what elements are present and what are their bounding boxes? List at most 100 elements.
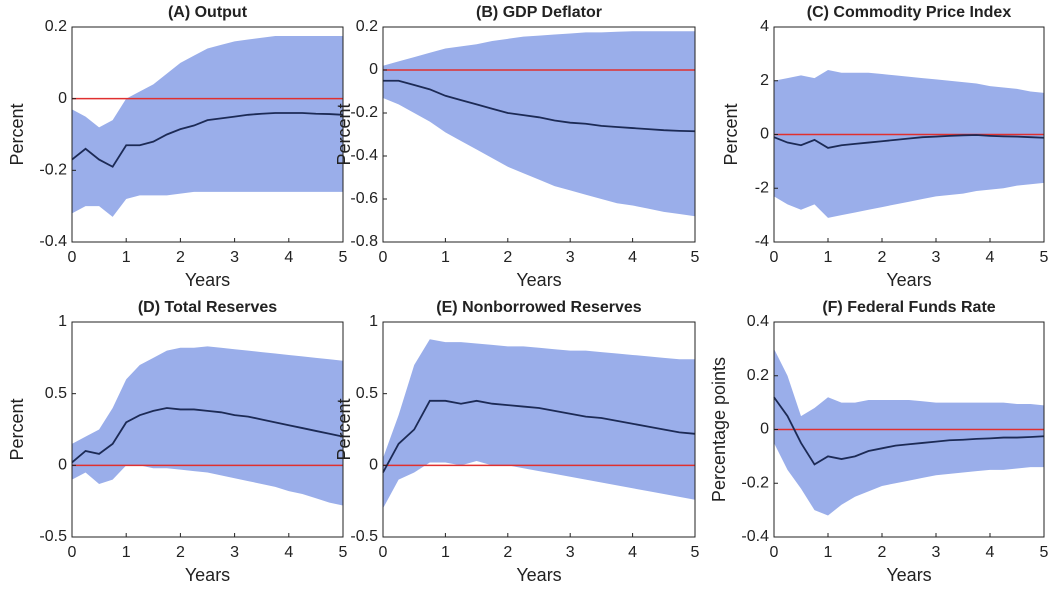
x-tick-label: 2 — [878, 544, 887, 561]
x-tick-label: 1 — [441, 544, 450, 561]
x-tick-label: 4 — [986, 544, 995, 561]
y-tick-label: 0.2 — [45, 18, 67, 35]
response-line — [71, 112, 344, 168]
y-tick-label: 0 — [58, 457, 67, 474]
y-tick-label: 4 — [760, 18, 769, 35]
y-axis-label: Percent — [7, 398, 27, 460]
confidence-band — [72, 346, 343, 506]
x-tick-label: 2 — [176, 544, 185, 561]
x-tick-label: 3 — [566, 249, 575, 266]
y-tick-label: -0.2 — [350, 104, 378, 121]
y-axis-label: Percent — [334, 398, 354, 460]
x-tick-label: 5 — [691, 544, 700, 561]
panel: 0 1 2 3 4 5 -0.4 -0.2 0 0.2 (A) Output Years Percent — [7, 4, 348, 290]
x-tick-label: 3 — [932, 544, 941, 561]
axes-frame — [382, 321, 696, 538]
x-tick-label: 0 — [68, 544, 77, 561]
x-tick-label: 5 — [339, 249, 348, 266]
x-tick-label: 4 — [986, 249, 995, 266]
confidence-band — [383, 339, 695, 509]
x-tick-label: 3 — [566, 544, 575, 561]
y-tick-label: 0 — [760, 421, 769, 438]
panel-title: (D) Total Reserves — [138, 299, 277, 316]
x-tick-label: 2 — [176, 249, 185, 266]
x-tick-label: 4 — [284, 249, 293, 266]
panel-title: (C) Commodity Price Index — [807, 4, 1012, 21]
panel-title: (A) Output — [168, 4, 248, 21]
confidence-band — [383, 31, 695, 217]
panel-title: (F) Federal Funds Rate — [822, 299, 995, 316]
y-axis-label: Percent — [7, 103, 27, 165]
x-tick-label: 2 — [503, 249, 512, 266]
response-line — [71, 407, 344, 464]
y-tick-label: -0.4 — [741, 528, 769, 545]
x-tick-label: 0 — [379, 544, 388, 561]
panel-title: (B) GDP Deflator — [476, 4, 602, 21]
y-tick-label: -0.8 — [350, 233, 378, 250]
y-axis-label: Percentage points — [709, 357, 729, 502]
x-tick-label: 5 — [339, 544, 348, 561]
x-tick-label: 0 — [770, 249, 779, 266]
x-tick-label: 0 — [379, 249, 388, 266]
y-tick-label: 0.5 — [45, 385, 67, 402]
panel: 0 1 2 3 4 5-0.500.51(E) Nonborrowed ReservesY… — [334, 299, 700, 585]
x-tick-label: 2 — [878, 249, 887, 266]
x-tick-label: 3 — [230, 544, 239, 561]
x-tick-label: 4 — [628, 249, 637, 266]
y-tick-label: 1 — [369, 313, 378, 330]
y-tick-label: 0 — [760, 126, 769, 143]
y-tick-label: -0.6 — [350, 190, 378, 207]
y-tick-label: 2 — [760, 72, 769, 89]
response-line — [773, 134, 1045, 149]
x-tick-label: 1 — [122, 544, 131, 561]
confidence-band — [774, 70, 1044, 218]
response-line — [383, 79, 696, 133]
y-tick-label: 0.5 — [356, 385, 378, 402]
y-axis-label: Percent — [334, 103, 354, 165]
panel: 0 1 2 3 4 5 -0.4 -0.2 0 0.2 0.4 (F) Federal Funds R… — [709, 299, 1049, 585]
y-tick-label: 0 — [58, 90, 67, 107]
x-tick-label: 5 — [691, 249, 700, 266]
x-axis-label: Years — [185, 565, 230, 585]
panel: 0 1 2 3 4 5-0.500.51(D) Total ReservesYearsPe… — [7, 299, 348, 585]
response-line — [382, 399, 696, 473]
x-axis-label: Years — [516, 565, 561, 585]
y-tick-label: -4 — [755, 233, 769, 250]
x-tick-label: 1 — [824, 544, 833, 561]
x-tick-label: 3 — [932, 249, 941, 266]
y-tick-label: 1 — [58, 313, 67, 330]
y-tick-label: 0.2 — [747, 367, 769, 384]
x-axis-label: Years — [886, 270, 931, 290]
panel-title: (E) Nonborrowed Reserves — [436, 299, 641, 316]
y-tick-label: -0.5 — [39, 528, 67, 545]
x-axis-label: Years — [886, 565, 931, 585]
y-tick-label: -0.5 — [350, 528, 378, 545]
y-tick-label: -0.4 — [39, 233, 67, 250]
y-tick-label: -0.2 — [39, 162, 67, 179]
panel: 0 1 2 3 4 5-0.8-0.6-0.4-0.200.2(B) GDP Deflat… — [334, 4, 700, 290]
axes-frame — [71, 321, 344, 538]
x-tick-label: 4 — [628, 544, 637, 561]
y-tick-label: -2 — [755, 179, 769, 196]
x-axis-label: Years — [516, 270, 561, 290]
axes-frame — [382, 26, 696, 243]
y-tick-label: -0.4 — [350, 147, 378, 164]
response-line — [773, 396, 1045, 466]
axes-frame — [71, 26, 344, 243]
x-tick-label: 2 — [503, 544, 512, 561]
y-tick-label: -0.2 — [741, 474, 769, 491]
x-tick-label: 5 — [1040, 544, 1049, 561]
x-axis-label: Years — [185, 270, 230, 290]
panel: 0 1 2 3 4 5 -4 -2 0 2 4 (C) Commodity Price Index Ye… — [721, 4, 1049, 290]
x-tick-label: 1 — [441, 249, 450, 266]
x-tick-label: 0 — [68, 249, 77, 266]
confidence-band — [72, 35, 343, 217]
x-tick-label: 0 — [770, 544, 779, 561]
y-tick-label: 0 — [369, 61, 378, 78]
y-tick-label: 0.4 — [747, 313, 769, 330]
y-tick-label: 0 — [369, 457, 378, 474]
confidence-band — [774, 348, 1044, 516]
y-tick-label: 0.2 — [356, 18, 378, 35]
x-tick-label: 4 — [284, 544, 293, 561]
